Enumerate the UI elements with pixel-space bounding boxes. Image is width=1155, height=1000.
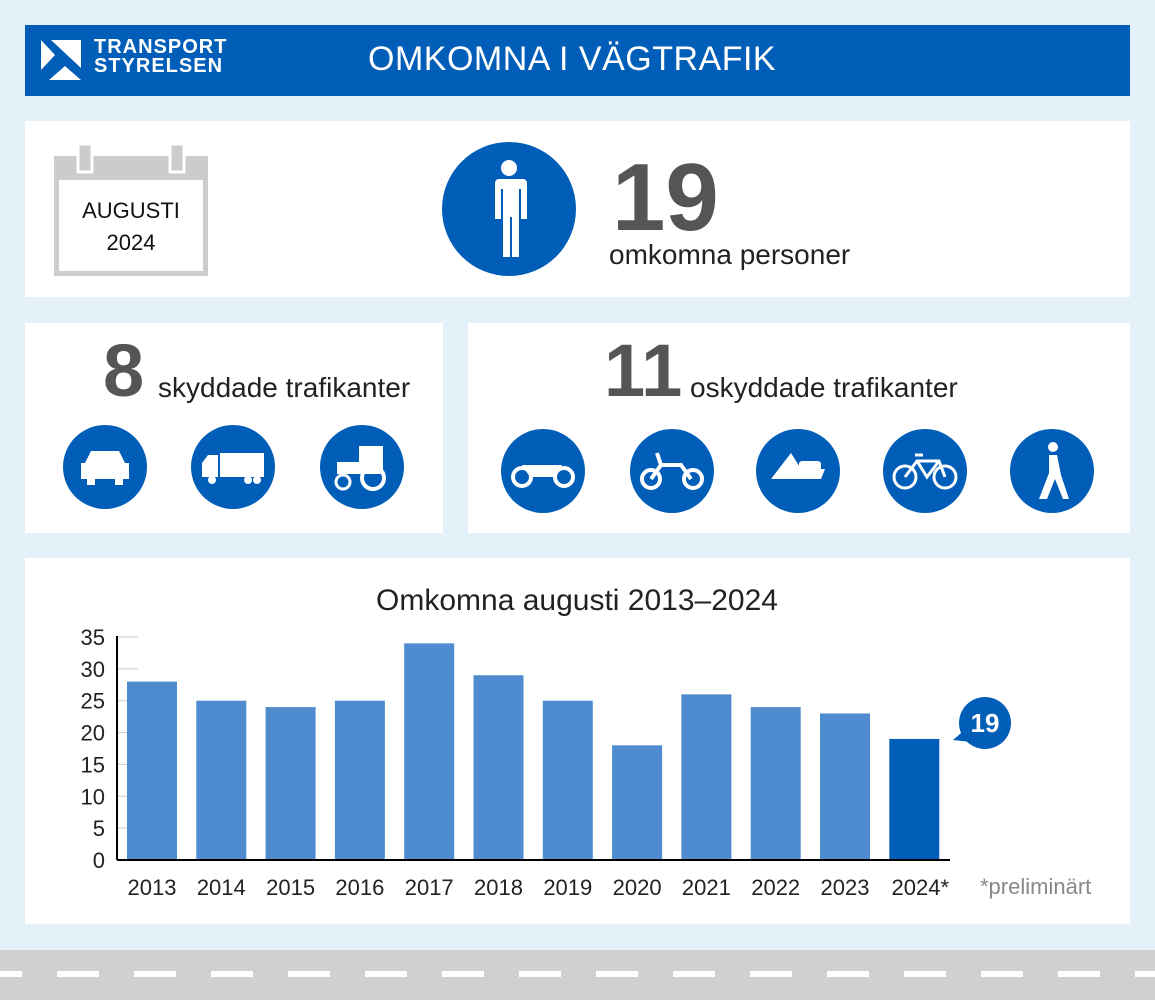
car-icon: [63, 425, 147, 509]
x-tick-label: 2023: [821, 875, 870, 900]
x-tick-label: 2016: [335, 875, 384, 900]
road-dash: [442, 971, 484, 977]
person-icon: [442, 142, 576, 276]
bar-chart: Omkomna augusti 2013–2024 0 5 10 15 20 25 30 35…: [81, 584, 1092, 900]
x-tick-label: 2024*: [892, 875, 950, 900]
transportstyrelsen-logo-icon: [41, 40, 81, 80]
y-tick-label: 30: [81, 657, 105, 682]
bar-2013: [127, 681, 177, 860]
bar-2017: [404, 643, 455, 860]
road-dash: [750, 971, 792, 977]
road-dash: [211, 971, 253, 977]
x-tick-label: 2014: [197, 875, 246, 900]
total-label: omkomna personer: [609, 239, 851, 270]
summary-card: [25, 121, 1130, 297]
road-dash: [981, 971, 1023, 977]
road-dash: [596, 971, 638, 977]
road-dash: [904, 971, 946, 977]
bar-2018: [473, 675, 524, 860]
footnote: *preliminärt: [980, 874, 1091, 899]
calendar-year: 2024: [106, 230, 156, 255]
x-tick-label: 2020: [613, 875, 662, 900]
y-tick-label: 35: [81, 625, 105, 650]
y-tick-label: 25: [81, 689, 105, 714]
road-dash: [1058, 971, 1100, 977]
total-count: 19: [612, 144, 719, 251]
header-bar: [25, 25, 1130, 96]
y-tick-label: 20: [81, 721, 105, 746]
road-dash: [288, 971, 330, 977]
x-tick-label: 2015: [266, 875, 315, 900]
road-dash: [134, 971, 176, 977]
motorcycle-icon: [501, 429, 585, 513]
unprotected-count: 11: [604, 329, 683, 412]
bar-2016: [334, 700, 385, 860]
road-dash: [365, 971, 407, 977]
bicycle-icon: [883, 429, 967, 513]
bar-2024*: [889, 738, 940, 860]
y-tick-label: 5: [93, 816, 105, 841]
bar-2020: [612, 745, 663, 860]
protected-label: skyddade trafikanter: [158, 372, 411, 403]
truck-icon: [191, 425, 275, 509]
pedestrian-icon: [1010, 429, 1094, 513]
y-tick-label: 10: [81, 784, 105, 809]
road-dash: [673, 971, 715, 977]
callout-bubble: 19: [953, 697, 1011, 749]
bar-2023: [820, 713, 870, 860]
x-tick-label: 2022: [751, 875, 800, 900]
x-tick-label: 2018: [474, 875, 523, 900]
logo-text: TRANSPORT STYRELSEN: [94, 36, 228, 77]
road-dash: [519, 971, 561, 977]
calendar-icon: [54, 144, 208, 276]
x-tick-label: 2021: [682, 875, 731, 900]
calendar-month: AUGUSTI: [82, 198, 180, 223]
road-dash: [827, 971, 869, 977]
chart-title: Omkomna augusti 2013–2024: [376, 584, 778, 617]
tractor-icon: [320, 425, 404, 509]
page-title: OMKOMNA I VÄGTRAFIK: [368, 40, 777, 78]
x-tick-label: 2013: [128, 875, 177, 900]
road-decoration: [0, 950, 1155, 1000]
protected-count: 8: [103, 329, 145, 412]
bar-2022: [750, 707, 801, 860]
road-dash: [0, 971, 22, 977]
y-tick-label: 0: [93, 848, 105, 873]
snowmobile-icon: [756, 429, 840, 513]
bar-2014: [196, 700, 247, 860]
road-dash: [57, 971, 99, 977]
bar-2015: [265, 707, 316, 860]
road-dash: [1135, 971, 1155, 977]
x-tick-label: 2019: [543, 875, 592, 900]
y-tick-label: 15: [81, 752, 105, 777]
bar-2021: [681, 694, 732, 860]
bar-2019: [542, 700, 593, 860]
moped-icon: [630, 429, 714, 513]
callout-value: 19: [971, 708, 1000, 738]
unprotected-label: oskyddade trafikanter: [690, 372, 958, 403]
x-tick-label: 2017: [405, 875, 454, 900]
